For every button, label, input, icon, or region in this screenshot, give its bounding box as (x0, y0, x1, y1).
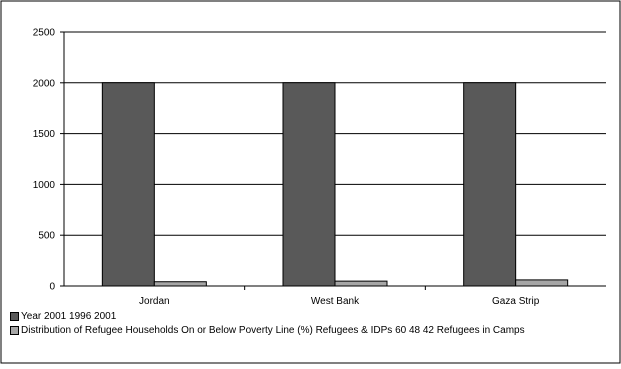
bar-2-jordan (153, 281, 207, 287)
bar-2-west-bank (334, 280, 388, 287)
y-tick-label: 0 (49, 282, 55, 293)
legend-item-series-1: Year 2001 1996 2001 (10, 311, 116, 322)
y-tick-label: 2000 (33, 78, 56, 89)
legend-label-series-2: Distribution of Refugee Households On or… (21, 325, 525, 336)
bar-1-gaza-strip (463, 82, 517, 287)
legend-swatch-series-2 (10, 326, 19, 335)
y-tick-label: 1500 (33, 129, 56, 140)
x-tick-label: Gaza Strip (492, 296, 540, 307)
bar-2-gaza-strip (515, 279, 569, 287)
legend-label-series-1: Year 2001 1996 2001 (21, 311, 117, 322)
bar-1-west-bank (282, 82, 336, 287)
y-tick-label: 2500 (33, 28, 56, 39)
y-tick-label: 500 (38, 231, 55, 242)
bar-1-jordan (101, 82, 155, 287)
legend-swatch-series-1 (10, 312, 19, 321)
legend-item-series-2: Distribution of Refugee Households On or… (10, 325, 525, 336)
x-tick-label: Jordan (139, 296, 170, 307)
y-tick-label: 1000 (33, 180, 56, 191)
x-tick-label: West Bank (311, 296, 360, 307)
